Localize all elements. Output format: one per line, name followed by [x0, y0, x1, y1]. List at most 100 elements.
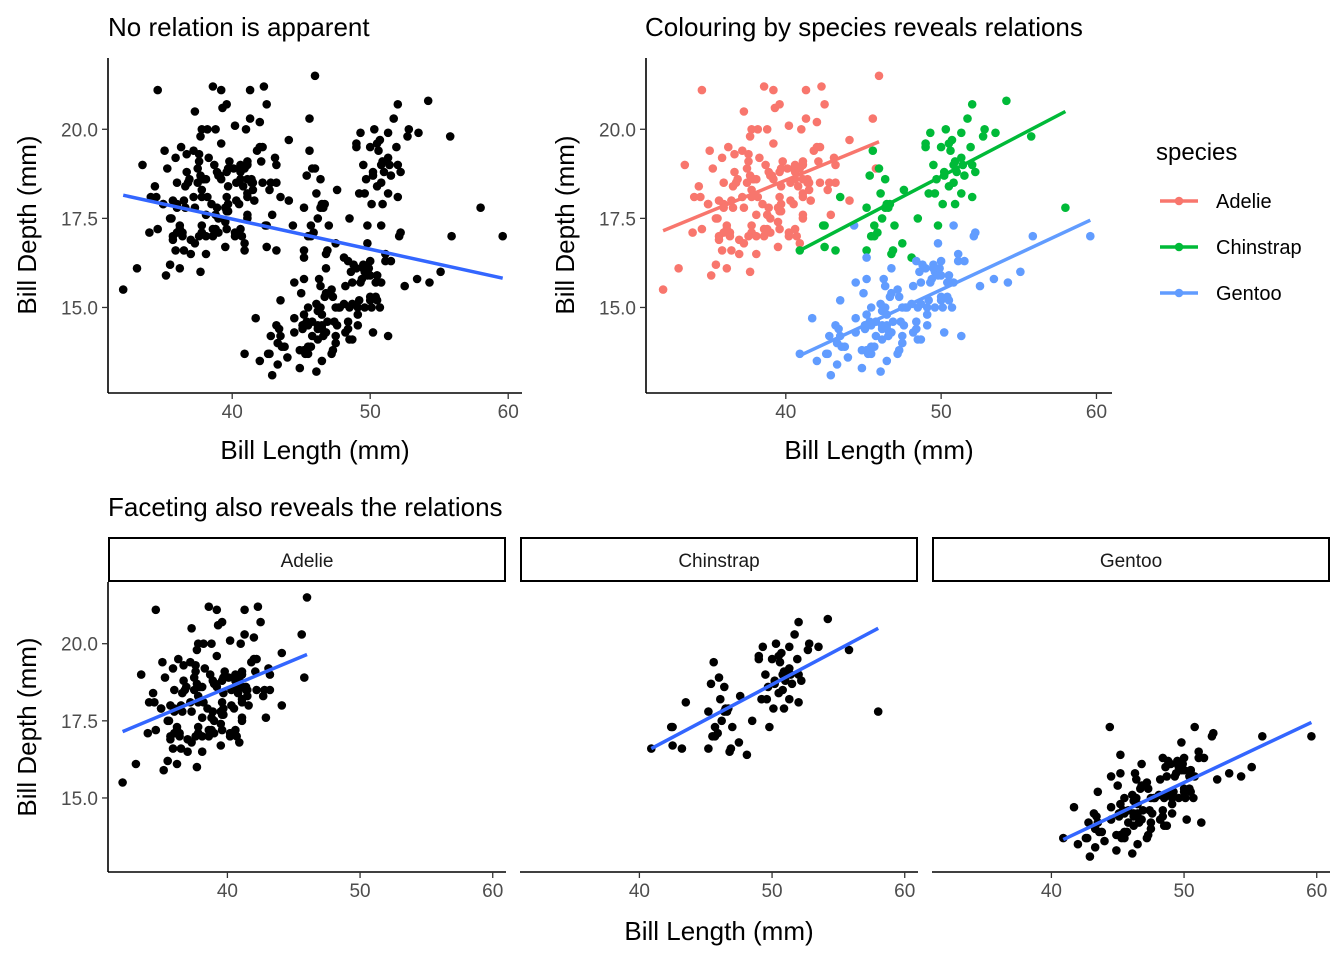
p2-gentoo-point-96 [927, 274, 937, 284]
p1-chinstrap-point-63 [445, 132, 455, 141]
facet-strip-chinstrap [520, 537, 918, 582]
f1-point-82 [158, 657, 167, 667]
p2-gentoo-point-82 [896, 317, 905, 327]
p2-chinstrap-point-62 [870, 231, 879, 241]
f1-point-64 [244, 701, 253, 710]
p2-chinstrap-point-46 [938, 199, 947, 209]
p2-chinstrap-point-5 [862, 203, 871, 212]
f3-point-66 [1129, 812, 1138, 821]
f1-point-71 [217, 725, 227, 735]
p2-chinstrap-point-27 [929, 160, 938, 170]
p2-chinstrap-point-36 [899, 185, 909, 195]
p1-adelie-point-111 [223, 206, 233, 216]
f1-point-6 [212, 651, 222, 661]
p2-gentoo-point-114 [877, 335, 887, 344]
panel-1-fit-lines [122, 193, 504, 280]
f1-point-16 [256, 617, 265, 627]
p2-y-tick-label-17.5: 17.5 [599, 209, 636, 230]
p1-chinstrap-point-6 [312, 189, 321, 198]
p2-chinstrap-point-31 [1002, 96, 1011, 106]
p2-gentoo-point-103 [922, 303, 932, 312]
p2-chinstrap-point-59 [868, 146, 878, 155]
p1-chinstrap-point-30 [240, 246, 249, 255]
panel-1-title: No relation is apparent [108, 12, 370, 42]
f1-point-24 [160, 673, 170, 682]
p1-chinstrap-point-47 [352, 139, 361, 148]
p1-gentoo-point-120 [371, 278, 381, 287]
f1-point-109 [197, 747, 207, 756]
p2-gentoo-point-33 [1086, 231, 1095, 241]
p1-adelie-point-123 [161, 271, 171, 280]
f3-point-81 [1212, 775, 1222, 784]
p1-adelie-point-124 [236, 160, 245, 170]
f2-point-13 [794, 698, 803, 707]
legend-entry-chinstrap: Chinstrap [1160, 237, 1302, 259]
p1-y-tick-label-17.5: 17.5 [61, 209, 98, 230]
p2-gentoo-point-77 [953, 256, 963, 266]
facet-strip-label-gentoo: Gentoo [1100, 551, 1162, 572]
p1-adelie-point-69 [138, 160, 147, 170]
f1-point-145 [212, 682, 222, 692]
p1-gentoo-point-101 [447, 231, 456, 241]
p2-adelie-point-134 [798, 214, 808, 223]
p2-adelie-point-29 [773, 242, 783, 252]
legend-label-adelie: Adelie [1216, 191, 1272, 213]
legend-entry-gentoo: Gentoo [1160, 283, 1282, 305]
p2-chinstrap-point-8 [874, 164, 884, 173]
f3-point-112 [1093, 787, 1103, 797]
f2-point-47 [754, 651, 764, 661]
p1-chinstrap-point-5 [299, 203, 309, 212]
f1-point-112 [252, 654, 261, 664]
p2-adelie-point-12 [759, 82, 769, 91]
panel-1-x-title: Bill Length (mm) [220, 435, 409, 465]
f3-point-8 [1090, 843, 1100, 852]
f2-x-tick-label-60: 60 [894, 881, 915, 902]
f3-point-94 [1106, 802, 1116, 812]
p2-adelie-point-142 [792, 231, 801, 241]
p1-gentoo-point-74 [316, 303, 325, 312]
p1-chinstrap-point-16 [370, 125, 379, 134]
f1-point-77 [172, 759, 182, 769]
p2-adelie-point-98 [831, 178, 840, 187]
f3-point-84 [1112, 830, 1121, 840]
facet-strip-label-adelie: Adelie [281, 551, 334, 572]
p1-adelie-point-84 [245, 114, 255, 123]
p2-adelie-point-68 [809, 146, 819, 155]
p2-adelie-point-22 [753, 192, 763, 202]
f1-x-tick-label-60: 60 [482, 881, 503, 902]
p1-adelie-point-76 [189, 146, 198, 155]
p2-adelie-point-100 [797, 125, 806, 134]
f1-point-18 [302, 593, 312, 602]
f1-point-100 [236, 639, 245, 648]
p1-gentoo-point-65 [363, 239, 372, 248]
p1-chinstrap-point-31 [423, 96, 433, 106]
p2-gentoo-point-51 [913, 335, 923, 344]
p2-x-tick-label-50: 50 [931, 402, 952, 423]
p1-chinstrap-point-17 [476, 203, 485, 212]
p2-gentoo-point-81 [975, 281, 985, 291]
f3-x-tick-label-40: 40 [1041, 881, 1062, 902]
p1-gentoo-point-75 [346, 267, 356, 277]
f1-point-26 [229, 704, 239, 713]
p1-chinstrap-point-22 [272, 246, 281, 255]
f2-point-35 [734, 738, 744, 747]
p1-adelie-point-58 [194, 157, 204, 166]
p2-gentoo-point-35 [912, 256, 921, 266]
p1-adelie-point-81 [182, 167, 191, 177]
p2-chinstrap-point-61 [887, 249, 896, 259]
p2-gentoo-point-113 [960, 256, 969, 266]
p2-adelie-point-110 [868, 114, 878, 123]
p2-adelie-point-104 [776, 164, 786, 173]
p2-adelie-point-83 [739, 203, 749, 212]
p2-adelie-point-85 [724, 142, 733, 152]
f2-point-23 [775, 657, 785, 667]
p2-gentoo-point-47 [944, 271, 954, 280]
f1-point-8 [249, 633, 259, 642]
p2-chinstrap-point-4 [978, 132, 988, 141]
p2-adelie-point-102 [747, 125, 756, 134]
f1-point-134 [237, 716, 247, 726]
f3-point-16 [1073, 839, 1083, 849]
p2-adelie-point-109 [752, 249, 761, 259]
p2-y-tick-label-15.0: 15.0 [599, 298, 636, 319]
